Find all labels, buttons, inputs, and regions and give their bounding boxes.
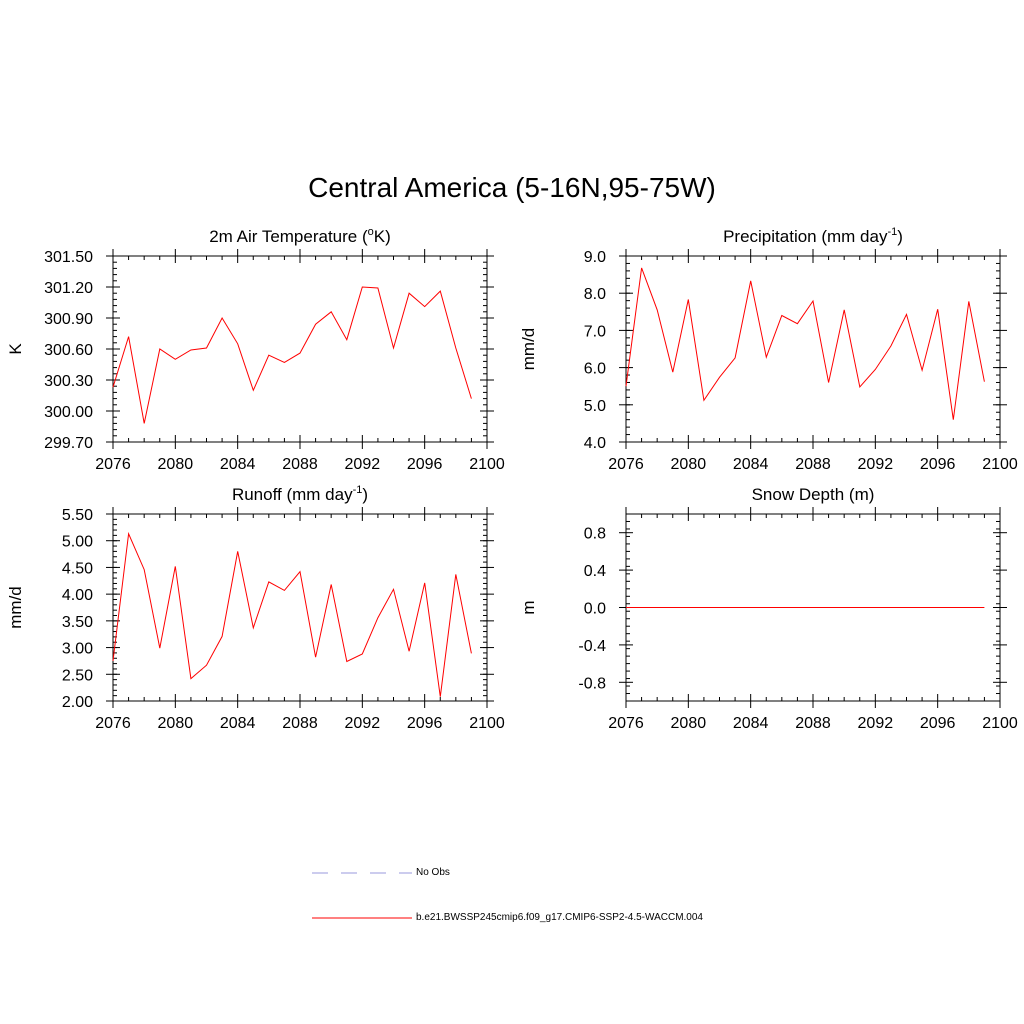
figure-title: Central America (5-16N,95-75W) — [308, 172, 716, 203]
panel-title-end: ) — [362, 485, 368, 504]
y-tick-label: 3.50 — [62, 614, 93, 631]
y-tick-label: 8.0 — [584, 286, 606, 303]
x-tick-label: 2080 — [671, 456, 707, 473]
panel-title-superscript: -1 — [353, 484, 363, 496]
x-tick-label: 2096 — [407, 715, 443, 732]
x-tick-label: 2096 — [407, 456, 443, 473]
x-tick-label: 2076 — [95, 715, 131, 732]
panel-title-main: Runoff (mm day — [232, 485, 353, 504]
y-tick-label: 301.50 — [44, 249, 93, 266]
y-tick-label: 2.50 — [62, 667, 93, 684]
x-tick-label: 2084 — [733, 715, 769, 732]
y-tick-label: 0.8 — [584, 526, 606, 543]
x-tick-label: 2084 — [733, 456, 769, 473]
model-series-line — [625, 267, 985, 420]
y-tick-label: 0.4 — [584, 563, 606, 580]
y-tick-label: 300.00 — [44, 404, 93, 421]
panel-title-superscript: o — [368, 226, 374, 238]
y-axis-label: K — [6, 343, 25, 355]
x-tick-label: 2080 — [158, 715, 194, 732]
x-tick-label: 2096 — [920, 456, 956, 473]
y-axis-label: mm/d — [6, 586, 25, 629]
panel-title-end: K) — [374, 227, 391, 246]
y-tick-label: 2.00 — [62, 694, 93, 711]
y-tick-label: 6.0 — [584, 361, 606, 378]
panel-title-main: 2m Air Temperature ( — [209, 227, 368, 246]
x-tick-label: 2076 — [608, 456, 644, 473]
x-tick-label: 2076 — [95, 456, 131, 473]
plot-frame — [625, 255, 1001, 443]
y-tick-label: 4.50 — [62, 560, 93, 577]
y-tick-label: 5.00 — [62, 534, 93, 551]
y-tick-label: 4.00 — [62, 587, 93, 604]
legend-model-line — [312, 917, 412, 919]
x-tick-label: 2100 — [982, 456, 1018, 473]
y-tick-label: 0.0 — [584, 601, 606, 618]
plot-frame — [112, 255, 488, 443]
panel-title: Snow Depth (m) — [752, 485, 875, 504]
x-tick-label: 2100 — [469, 715, 505, 732]
panel-4: 2076 2080 2084 2088 2092 2096 2100 -0.8 -0.4 0.0 0… — [519, 485, 1018, 732]
x-tick-label: 2076 — [608, 715, 644, 732]
legend-model-label: b.e21.BWSSP245cmip6.f09_g17.CMIP6-SSP2-4… — [416, 912, 703, 923]
model-series-line — [112, 531, 472, 697]
y-tick-label: 7.0 — [584, 323, 606, 340]
panel-title-superscript: -1 — [887, 226, 897, 238]
panel-title-end: ) — [897, 227, 903, 246]
y-tick-label: 4.0 — [584, 435, 606, 452]
y-tick-label: -0.8 — [578, 675, 606, 692]
panel-title-main: Precipitation (mm day — [723, 227, 888, 246]
legend-obs-label: No Obs — [416, 867, 450, 878]
x-tick-label: 2092 — [345, 456, 381, 473]
panel-title: 2m Air Temperature (oK) — [209, 226, 391, 246]
plot-frame — [112, 513, 488, 702]
y-tick-label: 3.00 — [62, 641, 93, 658]
x-tick-label: 2088 — [795, 456, 831, 473]
legend-obs-line — [312, 872, 412, 874]
y-axis-label: m — [519, 600, 538, 614]
x-tick-label: 2080 — [671, 715, 707, 732]
y-tick-label: 301.20 — [44, 280, 93, 297]
x-tick-label: 2092 — [858, 456, 894, 473]
x-tick-label: 2088 — [282, 456, 318, 473]
panel-3: 2076 2080 2084 2088 2092 2096 2100 2.00 2.50 3.00… — [6, 484, 505, 732]
y-tick-label: 300.60 — [44, 342, 93, 359]
x-tick-label: 2092 — [345, 715, 381, 732]
x-tick-label: 2084 — [220, 715, 256, 732]
y-tick-label: -0.4 — [578, 638, 606, 655]
x-tick-label: 2100 — [982, 715, 1018, 732]
x-tick-label: 2096 — [920, 715, 956, 732]
panel-title-main: Snow Depth (m) — [752, 485, 875, 504]
panel-title: Precipitation (mm day-1) — [723, 226, 903, 246]
y-tick-label: 9.0 — [584, 249, 606, 266]
y-tick-label: 5.0 — [584, 398, 606, 415]
panel-2: 2076 2080 2084 2088 2092 2096 2100 4.0 5.0 6.0 7.0… — [519, 226, 1018, 473]
panel-1: 2076 2080 2084 2088 2092 2096 2100 299.70 300.00… — [6, 226, 505, 473]
model-series-line — [112, 286, 472, 424]
y-tick-label: 300.90 — [44, 311, 93, 328]
x-tick-label: 2084 — [220, 456, 256, 473]
x-tick-label: 2080 — [158, 456, 194, 473]
x-tick-label: 2100 — [469, 456, 505, 473]
x-tick-label: 2088 — [282, 715, 318, 732]
y-axis-label: mm/d — [519, 328, 538, 371]
x-tick-label: 2088 — [795, 715, 831, 732]
y-tick-label: 5.50 — [62, 507, 93, 524]
y-tick-label: 300.30 — [44, 373, 93, 390]
panel-title: Runoff (mm day-1) — [232, 484, 368, 504]
x-tick-label: 2092 — [858, 715, 894, 732]
y-tick-label: 299.70 — [44, 435, 93, 452]
